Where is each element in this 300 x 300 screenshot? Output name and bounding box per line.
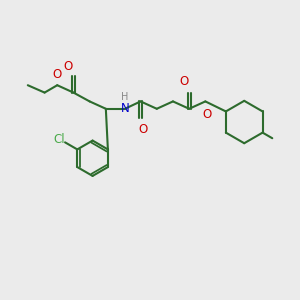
Text: H: H (121, 92, 129, 102)
Text: O: O (138, 123, 148, 136)
Text: O: O (64, 60, 73, 73)
Text: N: N (121, 102, 129, 115)
Text: O: O (202, 108, 212, 121)
Text: O: O (52, 68, 62, 80)
Text: Cl: Cl (54, 133, 65, 146)
Text: O: O (179, 75, 188, 88)
